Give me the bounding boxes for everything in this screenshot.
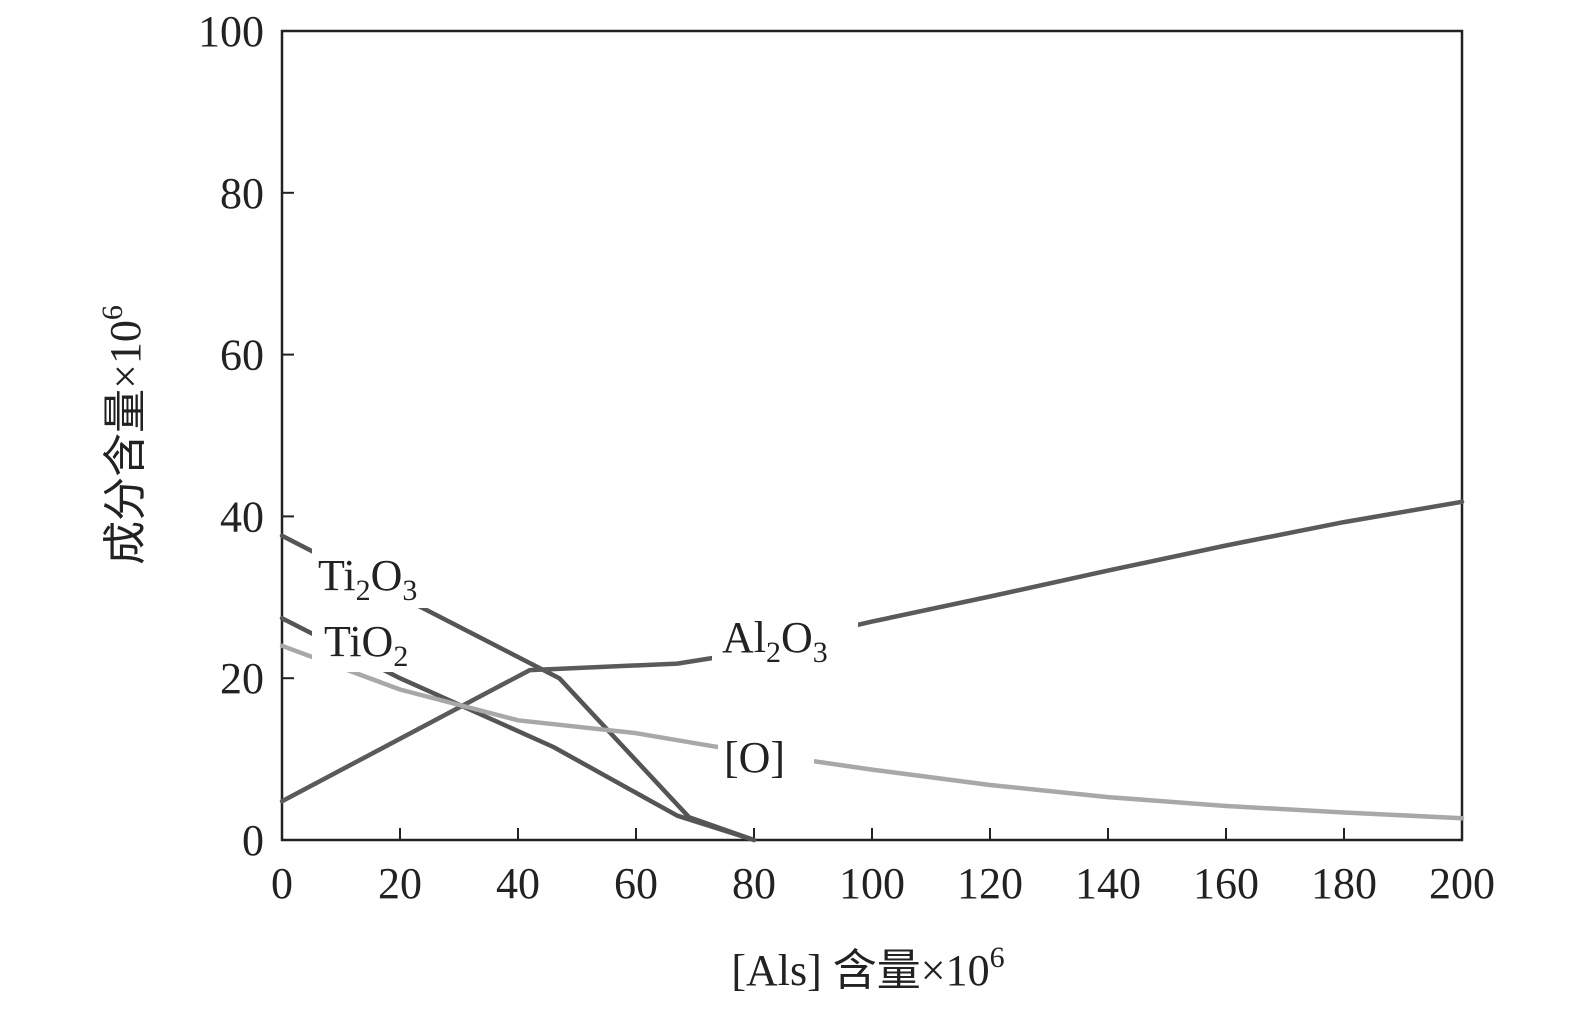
y-tick-label: 0: [242, 816, 264, 865]
series-lines: [279, 499, 1465, 843]
series-line-al2o3: [279, 499, 1465, 804]
x-axis-title: [Als] 含量×106: [731, 941, 1004, 995]
x-tick-label: 140: [1075, 859, 1141, 908]
y-tick-label: 80: [220, 169, 264, 218]
y-axis-title: 成分含量×106: [96, 305, 150, 565]
x-tick-label: 40: [496, 859, 540, 908]
label-tio2: TiO2: [324, 617, 408, 673]
y-tick-label: 60: [220, 331, 264, 380]
x-tick-label: 60: [614, 859, 658, 908]
y-tick-label: 100: [198, 7, 264, 56]
y-tick-label: 40: [220, 492, 264, 541]
plot-frame: [280, 29, 1464, 842]
x-axis-ticks: 0 20 40 60 80 100 120 140 160 180 200: [271, 828, 1495, 908]
label-ti2o3: Ti2O3: [318, 551, 417, 607]
x-tick-label: 100: [839, 859, 905, 908]
x-tick-label: 160: [1193, 859, 1259, 908]
series-line-o: [279, 643, 1465, 821]
x-tick-label: 20: [378, 859, 422, 908]
x-tick-label: 200: [1429, 859, 1495, 908]
x-tick-label: 180: [1311, 859, 1377, 908]
label-al2o3: Al2O3: [722, 613, 828, 669]
x-tick-label: 80: [732, 859, 776, 908]
x-tick-label: 120: [957, 859, 1023, 908]
y-axis-ticks: 0 20 40 60 80 100: [198, 7, 294, 865]
label-masks: [312, 540, 858, 786]
label-o: [O]: [724, 733, 785, 782]
x-tick-label: 0: [271, 859, 293, 908]
y-tick-label: 20: [220, 654, 264, 703]
